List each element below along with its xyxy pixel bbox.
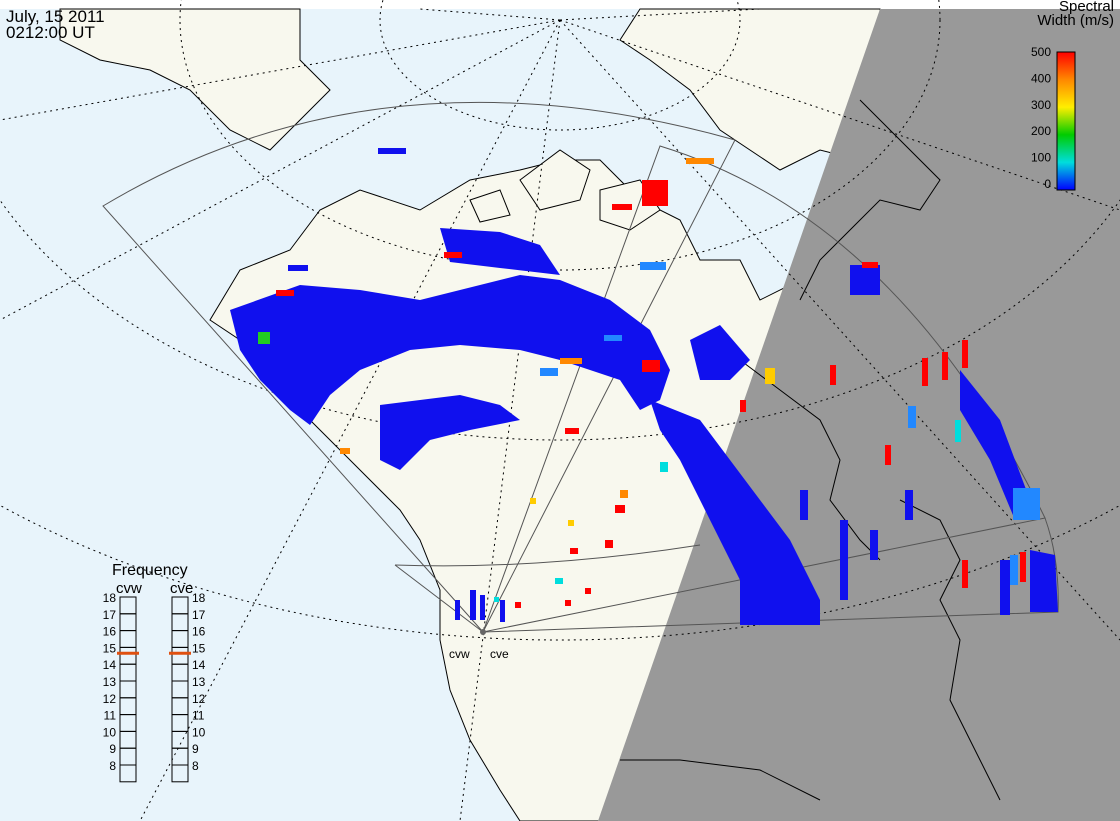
frequency-tick: 15 <box>103 641 117 655</box>
backscatter-lightblue <box>540 262 1040 585</box>
backscatter-orange <box>340 158 714 498</box>
frequency-tick: 8 <box>192 759 199 773</box>
frequency-tick: 14 <box>192 658 206 672</box>
frequency-tick: 15 <box>192 641 206 655</box>
frequency-scale-cve: 18 17 16 15 14 13 12 11 10 9 8 <box>169 591 206 783</box>
frequency-tick: 13 <box>192 675 206 689</box>
legend-title-line2: Width (m/s) <box>1037 12 1114 29</box>
legend-tick: 200 <box>1031 124 1051 138</box>
frequency-cell <box>171 764 189 783</box>
legend-ticks: 500 400 300 200 100 0 <box>1031 45 1051 191</box>
backscatter-red <box>276 180 1026 608</box>
radar-site-label-cve: cve <box>490 647 509 661</box>
legend-title: Spectral Width (m/s) <box>1037 0 1114 28</box>
frequency-tick: 18 <box>192 591 206 605</box>
frequency-radar-cvw: cvw <box>116 580 142 597</box>
fov-cvw <box>102 101 736 633</box>
legend-colorbar <box>1056 51 1076 191</box>
legend-tick: 300 <box>1031 98 1051 112</box>
night-region <box>598 9 1120 821</box>
frequency-tick: 16 <box>103 625 117 639</box>
legend-tick: 0 <box>1044 177 1051 191</box>
frequency-tick: 9 <box>192 742 199 756</box>
frequency-tick: 18 <box>103 591 117 605</box>
frequency-radar-cve: cve <box>170 580 193 597</box>
frequency-tick: 12 <box>103 692 117 706</box>
time-label: 0212:00 UT <box>6 23 95 42</box>
night-coastlines <box>620 99 1001 801</box>
radar-site-marker <box>480 629 486 635</box>
frequency-tick: 16 <box>192 625 206 639</box>
frequency-tick: 9 <box>109 742 116 756</box>
frequency-tick: 14 <box>103 658 117 672</box>
frequency-tick: 11 <box>104 709 117 723</box>
backscatter-green <box>258 332 270 344</box>
frequency-tick: 17 <box>103 608 117 622</box>
legend-tick: 100 <box>1031 151 1051 165</box>
frequency-tick: 10 <box>192 725 206 739</box>
legend-title-line1: Spectral <box>1058 0 1114 15</box>
frequency-cell <box>119 764 137 783</box>
legend-tick: 500 <box>1031 45 1051 59</box>
frequency-tick: 8 <box>109 759 116 773</box>
legend-tick: 400 <box>1031 71 1051 85</box>
legend-gradient <box>1056 51 1076 191</box>
frequency-tick: 12 <box>192 692 206 706</box>
frequency-tick: 17 <box>192 608 206 622</box>
backscatter-blue <box>230 148 1058 625</box>
date-label: July, 15 2011 <box>6 7 105 26</box>
radar-site-label-cvw: cvw <box>449 647 470 661</box>
frequency-tick: 13 <box>103 675 117 689</box>
frequency-title: Frequency <box>112 562 188 579</box>
frequency-panel: Frequency cvw cve 18 17 16 15 14 13 12 11 10 9 8 1… <box>103 562 206 783</box>
frequency-scale-cvw: 18 17 16 15 14 13 12 11 10 9 8 <box>103 591 139 783</box>
timestamp-block: July, 15 2011 0212:00 UT <box>6 7 105 42</box>
spectral-width-legend: 500 400 300 200 100 0 <box>1031 45 1076 191</box>
frequency-tick: 10 <box>103 725 117 739</box>
backscatter-cyan <box>494 420 961 602</box>
frequency-tick: 11 <box>192 709 205 723</box>
backscatter-yellow <box>530 368 775 526</box>
